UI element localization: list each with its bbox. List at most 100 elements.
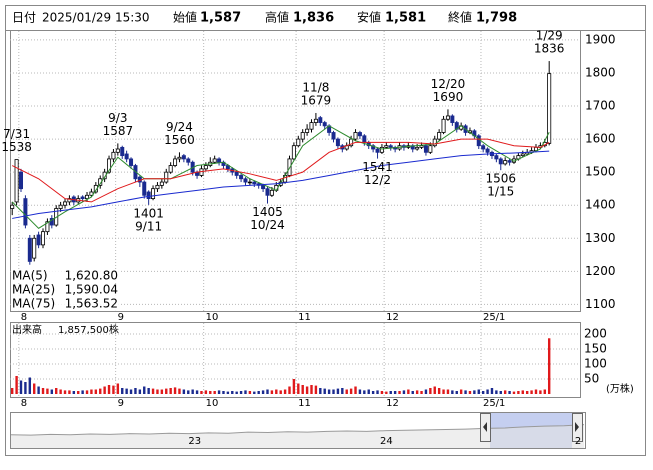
candle-body (265, 188, 270, 196)
candle-body (415, 146, 420, 150)
volume-bar (81, 390, 84, 394)
volume-bar (283, 389, 287, 394)
volume-bar (169, 388, 172, 394)
candle-body (498, 158, 503, 165)
volume-bar (530, 390, 533, 394)
volume-bar (495, 390, 498, 394)
volume-bar (446, 389, 450, 394)
volume-bar (345, 389, 348, 394)
legend-bg (11, 284, 119, 297)
candle-body (58, 204, 63, 209)
volume-bar (15, 376, 18, 394)
volume-bar (151, 388, 155, 394)
volume-bar (451, 390, 454, 394)
x-tick-label: 9 (118, 398, 124, 409)
candle-body (45, 221, 50, 233)
volume-bar (68, 390, 71, 394)
candle-body (120, 146, 125, 157)
volume-bar (468, 391, 472, 394)
x-tick-label: 10 (206, 312, 219, 323)
candle-body (335, 138, 340, 147)
volume-bar (310, 385, 313, 394)
volume-bar (490, 388, 494, 394)
volume-bar (477, 389, 480, 394)
candle-body (371, 145, 376, 150)
volume-bar (288, 386, 291, 394)
ma-line (12, 150, 550, 219)
navigator-tick-label: 2 (575, 436, 581, 447)
volume-bar (486, 389, 489, 394)
candle-body (353, 132, 358, 140)
ma-line (11, 125, 550, 229)
candle-body (261, 184, 266, 190)
handle-arrow (575, 422, 579, 432)
annotation-date: 9/11 (135, 219, 162, 233)
candle-body (485, 148, 490, 153)
volume-bar (407, 389, 410, 394)
volume-bar (116, 383, 120, 394)
x-tick-label: 11 (298, 398, 311, 409)
volume-bar (204, 390, 208, 394)
header-value: 1,798 (476, 11, 517, 26)
volume-bar (248, 391, 252, 394)
volume-bar (503, 390, 507, 394)
header-label: 終値 (448, 10, 472, 25)
navigator-tick-label: 23 (188, 436, 201, 447)
volume-bar (508, 391, 511, 394)
volume-bar (398, 391, 401, 394)
volume-bar (358, 389, 362, 394)
candle-body (67, 198, 72, 203)
volume-bar (107, 385, 111, 394)
volume-bar (77, 391, 80, 394)
volume-unit: (万株) (606, 382, 634, 395)
volume-bar (354, 386, 357, 394)
legend-bg (11, 270, 119, 283)
volume-bar (385, 391, 388, 394)
volume-bar (112, 385, 115, 394)
volume-bar (178, 388, 181, 394)
volume-bar (147, 388, 150, 394)
y-tick-label: 1800 (585, 65, 616, 79)
y-tick-label: 1400 (585, 198, 616, 212)
volume-bar (200, 391, 203, 394)
candle-body (362, 135, 367, 143)
y-tick-label: 50 (584, 372, 599, 386)
candle-body (142, 181, 147, 196)
volume-bar (376, 390, 379, 394)
volume-bar (94, 389, 98, 394)
volume-bar (50, 389, 54, 394)
annotation-price: 1401 (133, 206, 164, 220)
volume-bar (187, 390, 190, 394)
volume-bar (367, 389, 370, 394)
candle-body (239, 175, 244, 180)
volume-bar (156, 389, 159, 394)
annotation-price: 1538 (1, 140, 32, 154)
volume-bar (411, 391, 414, 394)
candle-body (27, 237, 32, 262)
volume-bar (433, 386, 436, 394)
volume-bar (332, 389, 335, 394)
candle-body (520, 153, 525, 157)
candle-body (291, 145, 296, 160)
ma-line (11, 138, 550, 203)
candle-body (437, 132, 442, 140)
volume-bar (319, 388, 322, 394)
candle-body (19, 171, 24, 190)
x-tick-label: 11 (298, 312, 311, 323)
volume-bar (402, 390, 406, 394)
annotation-price: 1506 (485, 172, 516, 186)
volume-bar (459, 389, 463, 394)
volume-bar (138, 389, 142, 394)
y-tick-label: 1500 (585, 165, 616, 179)
candle-body (432, 138, 437, 147)
candle-body (10, 204, 15, 209)
volume-bar (424, 389, 428, 394)
candle-body (80, 196, 85, 199)
candle-body (547, 73, 552, 144)
y-tick-label: 1600 (585, 132, 616, 146)
volume-bar (59, 389, 62, 394)
candle-body (85, 194, 90, 199)
candle-body (14, 159, 19, 203)
x-tick-label: 12 (386, 312, 399, 323)
